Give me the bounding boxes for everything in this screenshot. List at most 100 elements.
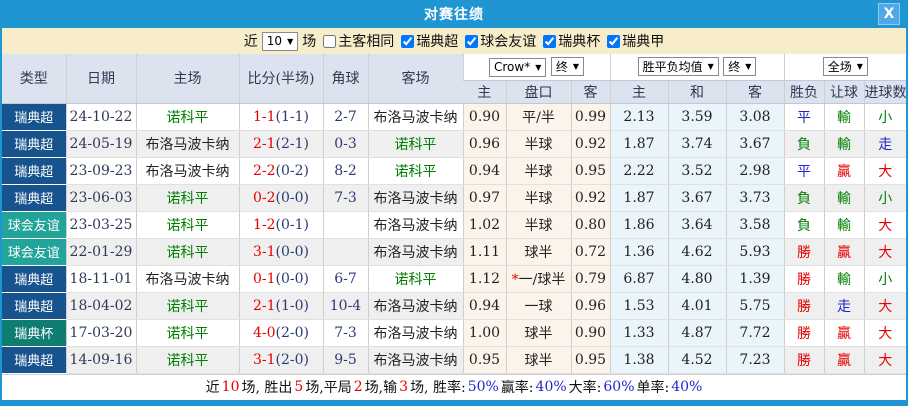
avg-draw: 3.59 bbox=[667, 103, 726, 131]
avg-away: 3.67 bbox=[725, 130, 785, 158]
result-goals: 小 bbox=[863, 103, 906, 131]
same-venue-checkbox[interactable] bbox=[323, 34, 337, 48]
fulltime-score: 0-2 bbox=[252, 189, 276, 206]
fulltime-score: 1-2 bbox=[252, 216, 276, 233]
fulltime-score: 2-1 bbox=[252, 135, 276, 152]
result-outcome: 負 bbox=[783, 130, 825, 158]
handicap: 球半 bbox=[505, 346, 571, 374]
halftime-score: (2-0) bbox=[275, 324, 309, 341]
fulltime-select[interactable]: 全场 ▼ bbox=[822, 57, 868, 77]
result-outcome: 勝 bbox=[783, 319, 825, 347]
score: 4-0(2-0) bbox=[238, 319, 323, 347]
home-team: 诺科平 bbox=[135, 238, 239, 266]
corner-count: 0-3 bbox=[322, 130, 368, 158]
league-checkbox[interactable] bbox=[543, 35, 557, 48]
summary-segment: 场,输 bbox=[364, 380, 398, 397]
summary-segment: 10 bbox=[221, 379, 240, 396]
handicap: 半球 bbox=[505, 184, 571, 212]
avg-home: 1.87 bbox=[609, 184, 668, 212]
score: 1-1(1-1) bbox=[238, 103, 323, 131]
score: 0-1(0-0) bbox=[238, 265, 323, 293]
match-date: 23-03-25 bbox=[65, 211, 136, 239]
table-row: 瑞典超 14-09-16 诺科平 3-1(2-0) 9-5 布洛马波卡纳 0.95 球半 0.9… bbox=[2, 346, 906, 374]
result-outcome: 勝 bbox=[783, 346, 825, 374]
avg-away: 3.08 bbox=[725, 103, 785, 131]
bookmaker-select[interactable]: Crow* ▼ bbox=[489, 57, 547, 77]
col-header-score: 比分(半场) bbox=[238, 54, 323, 104]
odds-stage-select[interactable]: 终 ▼ bbox=[550, 57, 584, 76]
close-icon[interactable]: X bbox=[878, 3, 900, 25]
home-team: 诺科平 bbox=[135, 346, 239, 374]
halftime-score: (0-1) bbox=[275, 216, 309, 233]
avg-group-header: 胜平负均值 ▼ 终 ▼ bbox=[609, 54, 785, 81]
odds-away: 0.72 bbox=[570, 238, 610, 266]
handicap-text: 球半 bbox=[524, 244, 553, 261]
summary-segment: 2 bbox=[353, 379, 363, 396]
summary-segment: 3 bbox=[399, 379, 409, 396]
result-outcome: 勝 bbox=[783, 238, 825, 266]
avg-stage-select[interactable]: 终 ▼ bbox=[723, 57, 757, 77]
col-header-corner: 角球 bbox=[322, 54, 368, 104]
match-date: 18-11-01 bbox=[65, 265, 136, 293]
league-badge: 瑞典超 bbox=[2, 130, 66, 158]
handicap: 一球 bbox=[505, 292, 571, 320]
halftime-score: (0-0) bbox=[275, 270, 309, 287]
score: 2-2(0-2) bbox=[238, 157, 323, 185]
league-badge: 瑞典超 bbox=[2, 265, 66, 293]
avg-draw: 3.67 bbox=[667, 184, 726, 212]
col-header-type: 类型 bbox=[2, 54, 66, 104]
odds-home: 1.02 bbox=[462, 211, 506, 239]
home-team: 布洛马波卡纳 bbox=[135, 130, 239, 158]
avg-away: 2.98 bbox=[725, 157, 785, 185]
score: 3-1(2-0) bbox=[238, 346, 323, 374]
avg-home: 1.38 bbox=[609, 346, 668, 374]
league-checkbox-label: 球会友谊 bbox=[480, 34, 537, 50]
fulltime-score: 3-1 bbox=[252, 243, 276, 260]
handicap: *一/球半 bbox=[505, 265, 571, 293]
league-badge: 瑞典超 bbox=[2, 184, 66, 212]
summary-segment: 大率: bbox=[568, 380, 602, 397]
league-checkbox[interactable] bbox=[465, 35, 479, 48]
avg-away: 7.72 bbox=[725, 319, 785, 347]
handicap-text: 半球 bbox=[524, 217, 553, 234]
corner-count: 8-2 bbox=[322, 157, 368, 185]
avg-home: 6.87 bbox=[609, 265, 668, 293]
early-odds-star: * bbox=[511, 271, 519, 288]
table-row: 球会友谊 22-01-29 诺科平 3-1(0-0) 布洛马波卡纳 1.11 球半 0.72 1… bbox=[2, 238, 906, 266]
corner-count: 10-4 bbox=[322, 292, 368, 320]
halftime-score: (2-0) bbox=[275, 351, 309, 368]
away-team: 诺科平 bbox=[367, 130, 463, 158]
match-date: 24-10-22 bbox=[65, 103, 136, 131]
chevron-down-icon: ▼ bbox=[707, 62, 714, 72]
match-date: 23-09-23 bbox=[65, 157, 136, 185]
avg-odds-select[interactable]: 胜平负均值 ▼ bbox=[637, 57, 719, 77]
result-outcome: 負 bbox=[783, 184, 825, 212]
fulltime-score: 3-1 bbox=[252, 351, 276, 368]
avg-away: 3.58 bbox=[725, 211, 785, 239]
handicap-text: 半球 bbox=[524, 136, 553, 153]
match-date: 24-05-19 bbox=[65, 130, 136, 158]
dialog-title: 对赛往绩 bbox=[424, 7, 484, 23]
league-checkbox[interactable] bbox=[607, 35, 621, 48]
result-handicap: 輸 bbox=[823, 211, 865, 239]
handicap: 平/半 bbox=[505, 103, 571, 131]
league-badge: 瑞典超 bbox=[2, 346, 66, 374]
match-count-select[interactable]: 10 ▼ bbox=[261, 31, 299, 51]
table-row: 瑞典超 24-10-22 诺科平 1-1(1-1) 2-7 布洛马波卡纳 0.90 平/半 0.… bbox=[2, 103, 906, 131]
sub-header-handicap: 盘口 bbox=[505, 80, 571, 104]
corner-count bbox=[322, 211, 368, 239]
league-badge: 球会友谊 bbox=[2, 211, 66, 239]
league-checkbox-label: 瑞典杯 bbox=[558, 34, 601, 50]
handicap: 球半 bbox=[505, 319, 571, 347]
corner-count: 9-5 bbox=[322, 346, 368, 374]
history-tbody: 瑞典超 24-10-22 诺科平 1-1(1-1) 2-7 布洛马波卡纳 0.90 平/半 0.… bbox=[2, 103, 906, 374]
handicap-text: 平/半 bbox=[522, 109, 555, 126]
result-goals: 大 bbox=[863, 238, 906, 266]
dialog-titlebar: 对赛往绩 X bbox=[2, 0, 906, 28]
odds-away: 0.92 bbox=[570, 130, 610, 158]
fulltime-score: 4-0 bbox=[252, 324, 276, 341]
avg-draw: 4.80 bbox=[667, 265, 726, 293]
league-checkbox[interactable] bbox=[401, 35, 415, 48]
result-handicap: 贏 bbox=[823, 238, 865, 266]
summary-segment: 单率: bbox=[636, 380, 670, 397]
